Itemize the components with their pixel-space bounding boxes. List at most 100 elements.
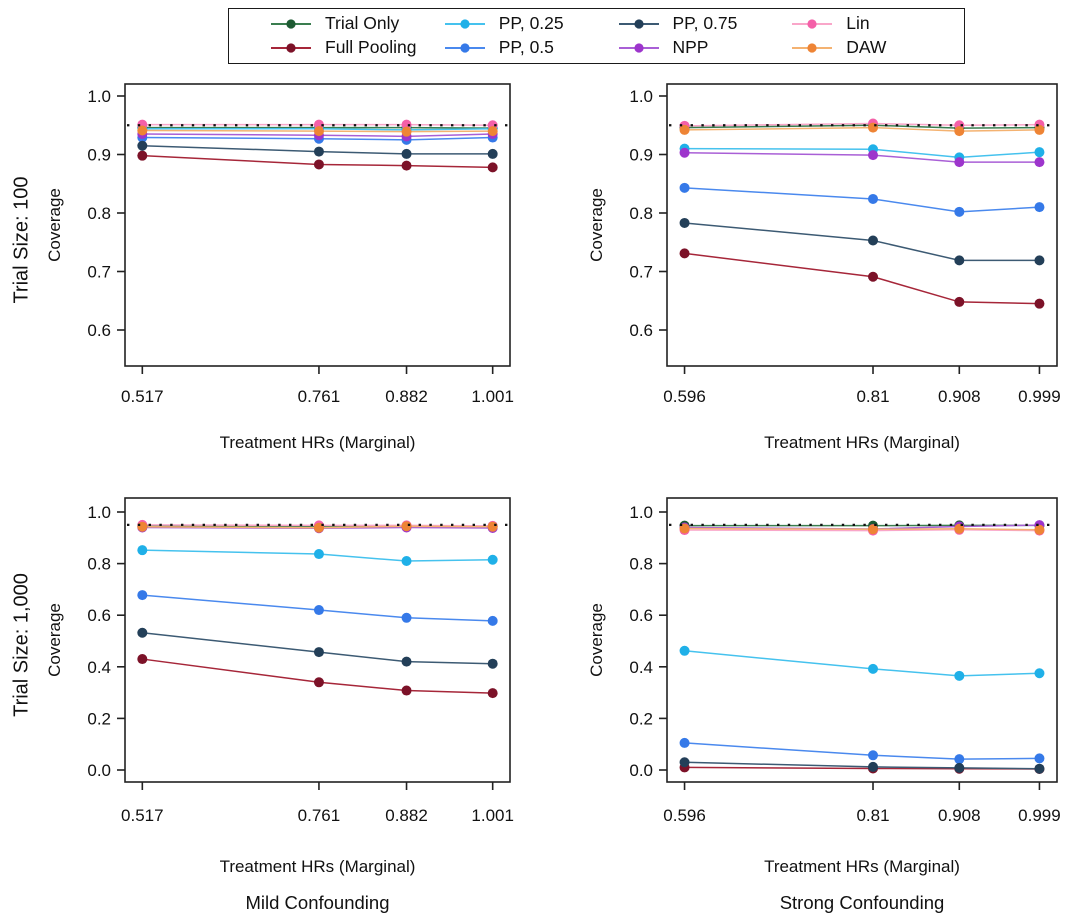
- row-label-trial-size-100: Trial Size: 100: [10, 176, 33, 304]
- data-point: [679, 217, 690, 228]
- series-line-pp-0-25: [684, 650, 1040, 677]
- y-tick-label: 1.0: [629, 87, 653, 106]
- y-axis-title: Coverage: [45, 603, 64, 677]
- x-tick-label: 0.999: [1018, 806, 1060, 825]
- data-point: [487, 688, 498, 699]
- data-point: [679, 757, 690, 768]
- data-point: [487, 148, 498, 159]
- data-point: [868, 235, 879, 246]
- data-point: [313, 677, 324, 688]
- data-point: [868, 271, 879, 282]
- chart-panel-top-left: 1.0 0.9 0.8 0.7 0.6 0.517 0.761 0.882 1.001 Treat…: [45, 83, 514, 452]
- y-tick-label: 0.8: [87, 204, 111, 223]
- series-line-daw: [684, 527, 1040, 531]
- chart-panel-top-right: 1.0 0.9 0.8 0.7 0.6 0.596 0.81 0.908 0.999 Treatm…: [587, 83, 1060, 452]
- legend-item-label: Trial Only: [325, 13, 400, 34]
- data-point: [1034, 668, 1045, 679]
- legend-marker-icon: [618, 43, 659, 53]
- data-point: [954, 296, 965, 307]
- y-tick-label: 0.4: [629, 658, 653, 677]
- y-tick-label: 0.0: [629, 761, 653, 780]
- data-point: [313, 605, 324, 616]
- data-point: [487, 521, 498, 532]
- legend-item-pp-0-25: PP, 0.25: [443, 15, 617, 33]
- y-tick-label: 0.6: [87, 606, 111, 625]
- data-point: [1034, 255, 1045, 266]
- y-tick-label: 0.9: [87, 146, 111, 165]
- data-point: [954, 157, 965, 168]
- data-point: [1034, 753, 1045, 764]
- y-tick-label: 0.2: [87, 709, 111, 728]
- data-point: [868, 524, 879, 535]
- y-tick-label: 0.7: [629, 263, 653, 282]
- plot-box: [124, 497, 511, 783]
- data-point: [1034, 124, 1045, 135]
- legend-marker-icon: [792, 43, 833, 53]
- data-point: [137, 545, 148, 556]
- series-line-full-pooling: [142, 154, 493, 169]
- data-point: [401, 521, 412, 532]
- legend-item-label: DAW: [846, 37, 887, 58]
- legend-item-label: NPP: [672, 37, 709, 58]
- y-tick-label: 0.8: [629, 555, 653, 574]
- legend-item-label: PP, 0.75: [672, 13, 738, 34]
- series-line-trial-only: [142, 126, 493, 129]
- data-point: [954, 523, 965, 534]
- data-point: [487, 615, 498, 626]
- data-point: [679, 124, 690, 135]
- y-tick-label: 0.4: [87, 658, 111, 677]
- legend-item-label: PP, 0.5: [498, 37, 554, 58]
- data-point: [1034, 202, 1045, 213]
- data-point: [868, 122, 879, 133]
- column-footer-mild-confounding: Mild Confounding: [245, 892, 390, 913]
- series-line-lin: [142, 123, 493, 126]
- data-point: [679, 147, 690, 158]
- x-tick-label: 0.596: [663, 806, 706, 825]
- data-point: [954, 762, 965, 773]
- legend-item-label: Lin: [846, 13, 870, 34]
- y-axis-title: Coverage: [587, 603, 606, 677]
- series-line-full-pooling: [142, 658, 493, 694]
- x-tick-label: 0.761: [298, 806, 341, 825]
- series-line-pp-0-75: [684, 761, 1040, 770]
- data-point: [137, 627, 148, 638]
- data-point: [487, 162, 498, 173]
- plot-box: [124, 83, 511, 367]
- data-point: [679, 737, 690, 748]
- series-line-lin: [684, 529, 1040, 532]
- y-tick-label: 0.7: [87, 263, 111, 282]
- y-tick-label: 0.6: [629, 606, 653, 625]
- x-tick-label: 0.908: [938, 806, 981, 825]
- data-point: [137, 654, 148, 665]
- data-point: [868, 150, 879, 161]
- x-tick-label: 0.999: [1018, 387, 1060, 406]
- x-tick-label: 0.517: [121, 806, 164, 825]
- x-axis-title: Treatment HRs (Marginal): [220, 857, 416, 876]
- data-point: [954, 255, 965, 266]
- data-point: [679, 248, 690, 259]
- series-line-pp-0-75: [142, 144, 493, 155]
- y-tick-label: 0.6: [629, 321, 653, 340]
- data-point: [401, 126, 412, 137]
- legend-item-label: Full Pooling: [325, 37, 417, 58]
- series-line-npp: [684, 151, 1040, 163]
- legend-marker-icon: [271, 19, 311, 29]
- series-line-pp-0-25: [142, 549, 493, 562]
- x-tick-label: 0.761: [298, 387, 341, 406]
- y-tick-label: 0.9: [629, 146, 653, 165]
- series-line-trial-only: [684, 124, 1040, 129]
- x-axis-title: Treatment HRs (Marginal): [220, 433, 416, 452]
- series-line-npp: [142, 133, 493, 138]
- data-point: [401, 556, 412, 567]
- legend-item-lin: Lin: [790, 15, 964, 33]
- plot-box: [666, 83, 1058, 367]
- legend-item-trial-only: Trial Only: [269, 15, 443, 33]
- data-point: [313, 146, 324, 157]
- series-line-lin: [142, 524, 493, 527]
- x-tick-label: 0.882: [385, 806, 428, 825]
- data-point: [401, 160, 412, 171]
- x-tick-label: 1.001: [471, 387, 514, 406]
- series-line-daw: [142, 525, 493, 529]
- data-point: [401, 148, 412, 159]
- data-point: [679, 645, 690, 656]
